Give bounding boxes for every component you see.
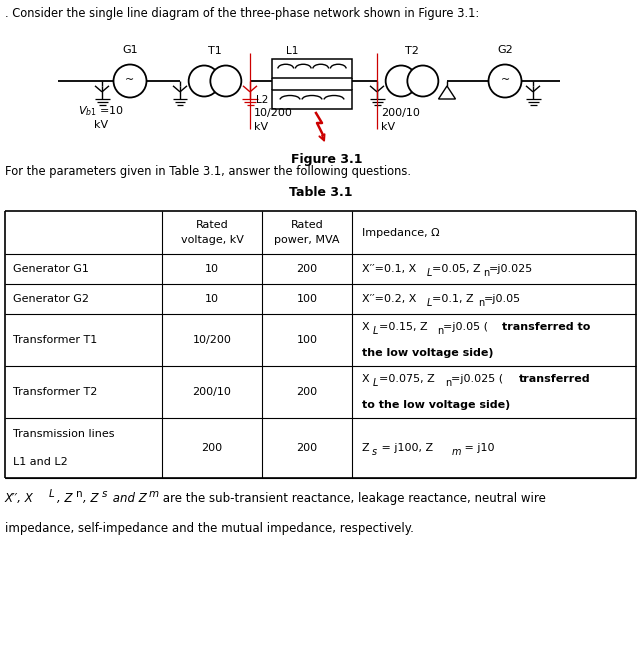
Text: 200/10: 200/10: [192, 387, 231, 397]
Text: m: m: [149, 489, 159, 499]
Text: the low voltage side): the low voltage side): [362, 348, 494, 358]
Circle shape: [407, 65, 438, 97]
Text: For the parameters given in Table 3.1, answer the following questions.: For the parameters given in Table 3.1, a…: [5, 165, 411, 178]
Text: power, MVA: power, MVA: [274, 234, 340, 244]
Text: T1: T1: [208, 46, 222, 56]
Text: , Z: , Z: [83, 492, 99, 505]
Circle shape: [188, 65, 220, 97]
Circle shape: [210, 65, 242, 97]
Text: n: n: [76, 489, 83, 499]
Text: Impedance, Ω: Impedance, Ω: [362, 227, 440, 238]
Text: 10/200: 10/200: [192, 335, 231, 345]
Text: n: n: [445, 378, 451, 388]
Text: G2: G2: [497, 44, 513, 54]
Text: =0.1, Z: =0.1, Z: [432, 294, 474, 304]
Text: L1 and L2: L1 and L2: [13, 457, 68, 467]
Text: ~: ~: [126, 75, 135, 85]
Text: n: n: [478, 298, 484, 308]
Text: L: L: [373, 326, 378, 336]
Text: Transmission lines: Transmission lines: [13, 429, 115, 439]
Text: Rated: Rated: [290, 221, 323, 231]
Text: Generator G1: Generator G1: [13, 264, 89, 274]
Text: and Z: and Z: [109, 492, 147, 505]
Text: T2: T2: [405, 46, 419, 56]
Text: $V_{b1}$ =10: $V_{b1}$ =10: [78, 104, 124, 118]
Bar: [272, 59, 352, 78]
Text: transferred to: transferred to: [502, 322, 590, 332]
Text: =j0.05 (: =j0.05 (: [443, 322, 488, 332]
Text: = j100, Z: = j100, Z: [378, 443, 433, 453]
Text: X′′, X: X′′, X: [5, 492, 34, 505]
Text: 10/200: 10/200: [254, 108, 293, 118]
Text: transferred: transferred: [519, 374, 590, 384]
Text: Generator G2: Generator G2: [13, 294, 89, 304]
Text: Transformer T1: Transformer T1: [13, 335, 97, 345]
Text: n: n: [483, 268, 489, 278]
Text: L: L: [426, 298, 432, 308]
Text: =0.075, Z: =0.075, Z: [379, 374, 435, 384]
Text: s: s: [102, 489, 108, 499]
Text: 100: 100: [297, 335, 317, 345]
Text: 200: 200: [296, 387, 317, 397]
Text: 200/10: 200/10: [381, 108, 420, 118]
Text: X′′=0.1, X: X′′=0.1, X: [362, 264, 416, 274]
Text: voltage, kV: voltage, kV: [181, 234, 244, 244]
Text: Figure 3.1: Figure 3.1: [291, 153, 363, 166]
Text: 200: 200: [296, 264, 317, 274]
Text: kV: kV: [94, 120, 108, 130]
Text: =0.05, Z: =0.05, Z: [432, 264, 481, 274]
Text: =j0.025 (: =j0.025 (: [451, 374, 503, 384]
Text: kV: kV: [254, 122, 268, 132]
Text: L2: L2: [256, 95, 268, 104]
Text: X: X: [362, 322, 370, 332]
Text: =j0.05: =j0.05: [484, 294, 521, 304]
Text: X′′=0.2, X: X′′=0.2, X: [362, 294, 417, 304]
Bar: [272, 90, 352, 109]
Text: 200: 200: [201, 443, 222, 453]
Text: 10: 10: [205, 264, 219, 274]
Text: Z: Z: [362, 443, 370, 453]
Text: =j0.025: =j0.025: [489, 264, 533, 274]
Text: 100: 100: [297, 294, 317, 304]
Text: are the sub-transient reactance, leakage reactance, neutral wire: are the sub-transient reactance, leakage…: [159, 492, 546, 505]
Text: m: m: [452, 447, 462, 457]
Text: L1: L1: [286, 46, 298, 56]
Text: Table 3.1: Table 3.1: [288, 186, 353, 199]
Text: L: L: [373, 378, 378, 388]
Text: impedance, self-impedance and the mutual impedance, respectively.: impedance, self-impedance and the mutual…: [5, 522, 414, 535]
Text: kV: kV: [381, 122, 395, 132]
Text: Transformer T2: Transformer T2: [13, 387, 97, 397]
Text: 10: 10: [205, 294, 219, 304]
Text: to the low voltage side): to the low voltage side): [362, 400, 510, 410]
Circle shape: [113, 65, 147, 97]
Text: n: n: [437, 326, 443, 336]
Text: s: s: [372, 447, 377, 457]
Text: L: L: [49, 489, 54, 499]
Circle shape: [386, 65, 417, 97]
Text: 200: 200: [296, 443, 317, 453]
Text: L: L: [426, 268, 432, 278]
Text: Rated: Rated: [196, 221, 228, 231]
Text: =0.15, Z: =0.15, Z: [379, 322, 428, 332]
Text: = j10: = j10: [461, 443, 494, 453]
Text: . Consider the single line diagram of the three-phase network shown in Figure 3.: . Consider the single line diagram of th…: [5, 7, 479, 20]
Text: X: X: [362, 374, 370, 384]
Text: ~: ~: [501, 75, 510, 85]
Text: , Z: , Z: [57, 492, 72, 505]
Text: G1: G1: [122, 44, 138, 54]
Circle shape: [488, 65, 522, 97]
